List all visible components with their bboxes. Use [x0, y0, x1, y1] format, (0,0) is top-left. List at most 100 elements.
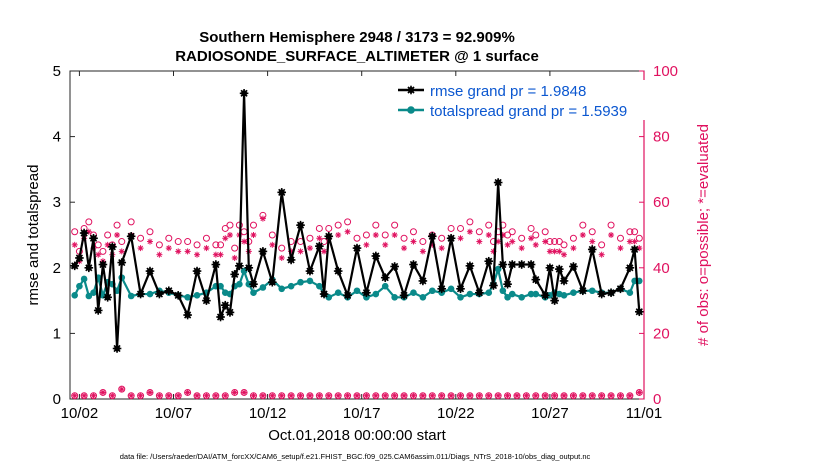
y-right-tick-label: 80 — [653, 129, 670, 146]
evaluated-count-marker — [226, 232, 233, 238]
spread-point — [306, 277, 314, 285]
evaluated-low-marker — [156, 393, 162, 399]
rmse-point — [155, 289, 164, 299]
rmse-point-ray — [78, 254, 84, 259]
rmse-point-ray — [149, 267, 154, 272]
x-axis-label: Oct.01,2018 00:00:00 start — [268, 427, 446, 444]
y-right-tick-label: 40 — [653, 260, 670, 277]
rmse-point-ray — [450, 234, 455, 239]
spread-point — [527, 290, 535, 298]
evaluated-low-marker — [316, 393, 322, 399]
possible-low-marker — [287, 392, 295, 400]
spread-point — [278, 285, 286, 293]
evaluated-count-marker — [278, 254, 285, 261]
rmse-point — [559, 276, 569, 286]
spread-point — [325, 294, 333, 301]
rmse-point-ray — [224, 301, 229, 306]
spread-point — [316, 282, 323, 290]
possible-low-marker — [249, 392, 257, 400]
possible-low-marker — [165, 392, 173, 400]
possible-low-marker — [494, 392, 502, 400]
evaluated-low-marker — [194, 393, 200, 399]
rmse-point-ray — [375, 252, 380, 257]
spread-point — [485, 289, 493, 297]
evaluated-low-marker — [636, 389, 642, 396]
evaluated-low-marker — [627, 393, 633, 399]
y-right-tick-label: 60 — [653, 194, 670, 211]
rmse-point-ray — [634, 245, 639, 250]
spread-point — [499, 287, 507, 295]
rmse-point — [145, 266, 155, 276]
possible-count-marker — [94, 241, 102, 249]
possible-low-marker — [626, 392, 634, 400]
rmse-point — [427, 232, 437, 241]
evaluated-low-marker — [90, 393, 97, 399]
possible-low-marker — [541, 392, 549, 400]
rmse-point-ray — [497, 178, 502, 184]
spread-point — [518, 294, 525, 301]
rmse-point-ray — [563, 277, 568, 282]
evaluated-low-marker — [354, 393, 360, 399]
possible-low-marker — [146, 388, 154, 396]
possible-low-marker — [447, 392, 455, 400]
rmse-point-ray — [488, 257, 493, 262]
rmse-point-ray — [431, 232, 436, 237]
evaluated-count-marker — [222, 235, 229, 242]
rmse-point-ray — [459, 285, 465, 290]
possible-count-marker — [485, 221, 493, 229]
legend-rmse-marker — [406, 85, 416, 95]
rmse-point-ray — [252, 280, 258, 285]
evaluated-count-marker — [382, 241, 389, 248]
rmse-point — [343, 291, 352, 300]
rmse-point — [555, 264, 564, 274]
possible-low-marker — [569, 392, 577, 400]
rmse-point — [634, 307, 644, 317]
evaluated-low-marker — [175, 393, 181, 399]
possible-count-marker — [551, 238, 559, 246]
rmse-point-ray — [281, 188, 286, 193]
possible-count-marker — [193, 241, 201, 249]
possible-low-marker — [400, 392, 408, 400]
rmse-point — [630, 245, 639, 254]
rmse-point — [550, 296, 559, 305]
y-right-tick-label: 0 — [653, 391, 661, 408]
spread-point — [447, 285, 455, 293]
x-tick-label: 10/12 — [249, 405, 287, 422]
spread-point — [391, 294, 398, 301]
possible-low-marker — [607, 392, 615, 400]
evaluated-count-marker — [269, 241, 276, 248]
rmse-point — [324, 232, 334, 241]
rmse-point-ray — [318, 242, 323, 247]
spread-point — [508, 290, 516, 298]
rmse-point-ray — [412, 260, 418, 266]
rmse-point-ray — [130, 232, 135, 237]
evaluated-low-marker — [448, 393, 454, 399]
rmse-point — [484, 256, 494, 266]
rmse-point — [230, 270, 239, 279]
possible-count-marker — [400, 234, 408, 242]
spread-point — [240, 267, 248, 275]
possible-count-marker — [353, 234, 361, 242]
possible-count-marker — [344, 218, 352, 226]
rmse-point — [173, 291, 183, 300]
rmse-point-ray — [638, 308, 643, 313]
rmse-point — [625, 263, 635, 273]
evaluated-count-marker — [532, 241, 539, 248]
evaluated-low-marker — [81, 393, 87, 399]
possible-count-marker — [104, 231, 112, 239]
possible-low-marker — [80, 392, 88, 400]
rmse-point-ray — [88, 264, 93, 269]
possible-count-marker — [137, 234, 145, 242]
rmse-point — [75, 253, 84, 263]
rmse-point — [531, 275, 541, 284]
rmse-point-ray — [591, 245, 596, 250]
spread-point — [90, 289, 97, 297]
evaluated-count-marker — [212, 251, 219, 258]
rmse-point-ray — [111, 243, 116, 248]
rmse-point — [465, 261, 475, 271]
rmse-point-ray — [601, 290, 606, 295]
evaluated-low-marker — [344, 393, 351, 399]
rmse-point-ray — [262, 247, 267, 252]
possible-count-marker — [372, 221, 380, 229]
rmse-point — [225, 308, 235, 317]
